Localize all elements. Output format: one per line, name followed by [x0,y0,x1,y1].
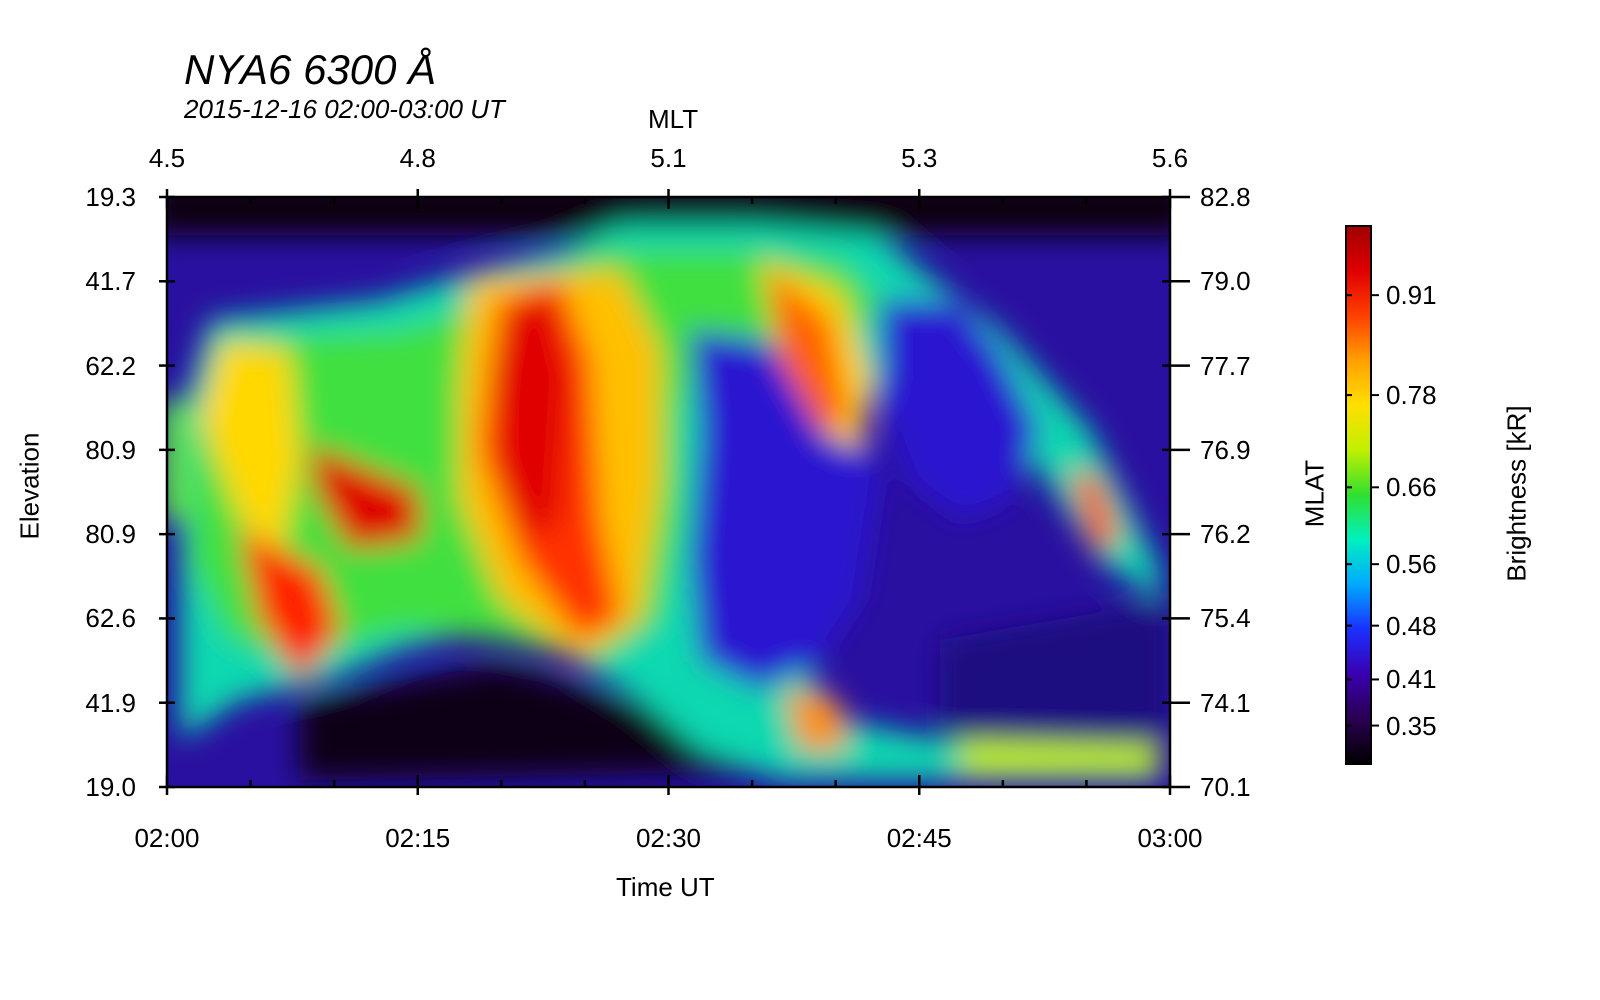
colorbar-tick-label: 0.48 [1386,610,1437,641]
y-tick-label: 80.9 [85,434,136,465]
top-tick-label: 5.1 [650,143,687,173]
chart-subtitle: 2015-12-16 02:00-03:00 UT [184,94,505,124]
top-tick-label: 5.3 [901,143,938,173]
right-tick-label: 79.0 [1200,266,1251,297]
x-tick-label: 02:30 [635,823,702,853]
right-tick-label: 76.2 [1200,519,1251,550]
y-tick-label: 41.7 [85,266,136,297]
y-tick-label: 80.9 [85,519,136,550]
top-tick-label: 4.5 [148,143,186,173]
colorbar-tick-label: 0.66 [1386,472,1437,503]
right-tick-label: 82.8 [1200,182,1251,212]
colorbar-tick-label: 0.35 [1386,710,1437,741]
y-tick-label: 19.0 [85,772,136,802]
colorbar-tick-label: 0.56 [1386,549,1437,580]
top-tick-label: 4.8 [399,143,436,173]
colorbar-tick-label: 0.78 [1386,380,1437,411]
colorbar-tick-label: 0.41 [1386,664,1437,695]
right-tick-label: 76.9 [1200,434,1251,465]
x-tick-label: 02:15 [385,823,451,853]
y-tick-label: 62.6 [85,603,136,634]
right-tick-label: 77.7 [1200,350,1251,381]
heatmap-image [167,197,1170,787]
top-tick-label: 5.6 [1151,143,1189,173]
right-tick-label: 74.1 [1200,687,1251,718]
right-tick-label: 70.1 [1200,772,1251,802]
top-axis-label: MLT [648,104,699,134]
x-tick-label: 03:00 [1137,823,1203,853]
x-axis-label: Time UT [616,872,715,902]
x-tick-label: 02:00 [134,823,200,853]
colorbar-label: Brightness [kR] [1501,405,1532,582]
colorbar-ticks [1346,294,1379,727]
y-tick-label: 19.3 [85,182,136,212]
chart-title: NYA6 6300 Å [184,46,437,93]
y-tick-label: 62.2 [85,350,136,381]
axis-ticks [159,189,1190,795]
colorbar [1345,225,1372,765]
x-tick-label: 02:45 [886,823,952,853]
right-tick-label: 75.4 [1200,603,1251,634]
right-axis-label: MLAT [1299,459,1330,528]
colorbar-tick-label: 0.91 [1386,280,1437,311]
y-tick-label: 41.9 [85,687,136,718]
